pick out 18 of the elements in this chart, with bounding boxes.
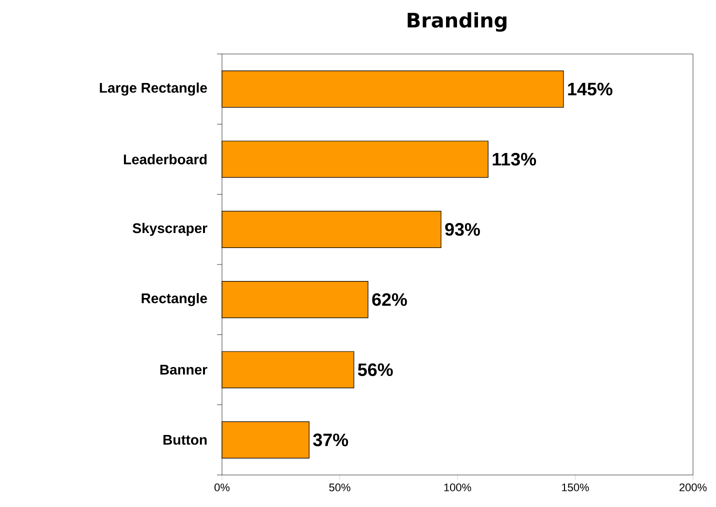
y-tick-label: Banner: [160, 364, 208, 375]
x-tick-label: 200%: [680, 484, 707, 492]
y-tick-label: Leaderboard: [124, 154, 207, 164]
x-tick-label: 50%: [329, 484, 350, 492]
x-tick-label: 0%: [214, 484, 230, 492]
x-tick-label: 150%: [562, 484, 589, 492]
y-tick-label: Skyscraper: [132, 222, 208, 236]
data-label: 93%: [445, 223, 480, 236]
chart-title: Branding: [408, 12, 506, 32]
y-tick-label: Button: [164, 435, 207, 445]
data-label: 113%: [492, 152, 536, 166]
data-label: 62%: [372, 293, 407, 306]
x-tick-label: 100%: [444, 484, 472, 492]
data-label: 37%: [313, 434, 348, 446]
y-tick-label: Large Rectangle: [100, 82, 207, 96]
data-label: 145%: [568, 82, 612, 96]
data-label: 56%: [358, 363, 393, 376]
y-tick-label: Rectangle: [142, 293, 208, 306]
